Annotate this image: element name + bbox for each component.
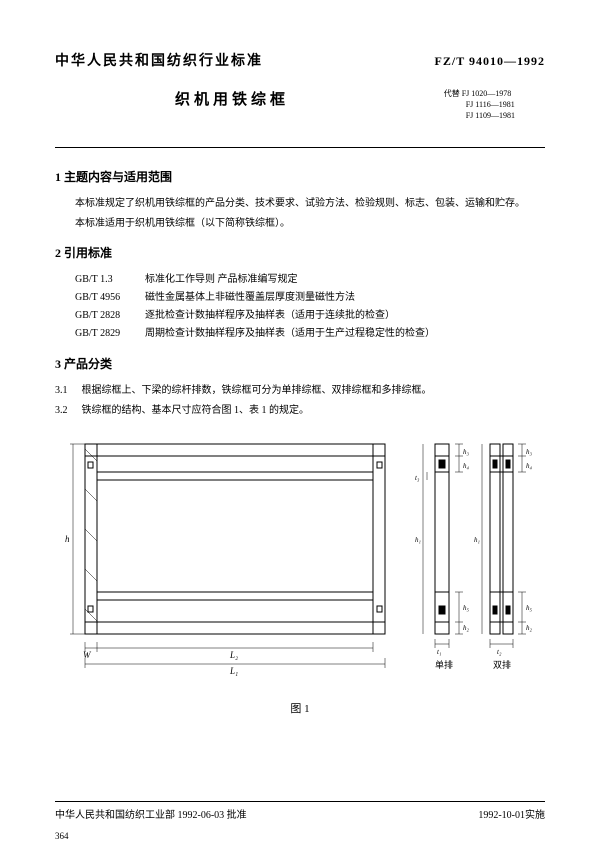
ref-item: GB/T 2828 逐批检查计数抽样程序及抽样表（适用于连续批的检查） xyxy=(75,307,545,325)
dim-h4: h₄ xyxy=(463,462,470,470)
dim-h2: h₂ xyxy=(463,624,470,632)
dim-t1: t₁ xyxy=(437,648,441,656)
section-3-item-2: 3.2 铁综框的结构、基本尺寸应符合图 1、表 1 的规定。 xyxy=(55,402,545,419)
dim-t2: t₂ xyxy=(497,648,502,656)
figure-1: h W L₂ L₁ xyxy=(55,434,545,716)
document-subtitle: 织机用铁综框 xyxy=(175,88,289,109)
ref-item: GB/T 4956 磁性金属基体上非磁性覆盖层厚度测量磁性方法 xyxy=(75,289,545,307)
ref-item: GB/T 1.3 标准化工作导则 产品标准编写规定 xyxy=(75,271,545,289)
ref-code: GB/T 1.3 xyxy=(75,271,145,289)
label-double: 双排 xyxy=(493,659,511,670)
main-title: 中华人民共和国纺织行业标准 xyxy=(55,50,263,70)
replace-code-1: FJ 1020—1978 xyxy=(462,89,512,98)
implement-text: 1992-10-01实施 xyxy=(478,806,545,821)
dim-t3: t₃ xyxy=(415,474,420,482)
replacement-info: 代替 FJ 1020—1978 FJ 1116—1981 FJ 1109—198… xyxy=(444,88,515,122)
item-number: 3.2 xyxy=(55,402,79,419)
reference-list: GB/T 1.3 标准化工作导则 产品标准编写规定 GB/T 4956 磁性金属… xyxy=(55,271,545,343)
ref-title: 逐批检查计数抽样程序及抽样表（适用于连续批的检查） xyxy=(145,307,395,325)
dim-h3: h₃ xyxy=(463,448,470,456)
ref-code: GB/T 4956 xyxy=(75,289,145,307)
section-1-p2: 本标准适用于织机用铁综框（以下简称铁综框）。 xyxy=(55,215,545,232)
ref-title: 磁性金属基体上非磁性覆盖层厚度测量磁性方法 xyxy=(145,289,355,307)
replace-code-3: FJ 1109—1981 xyxy=(466,111,515,120)
approval-text: 中华人民共和国纺织工业部 1992-06-03 批准 xyxy=(55,806,247,821)
standard-code: FZ/T 94010—1992 xyxy=(435,54,545,69)
dim-l2: L₂ xyxy=(229,650,238,660)
page-number: 364 xyxy=(55,831,69,841)
footer-bar: 中华人民共和国纺织工业部 1992-06-03 批准 1992-10-01实施 xyxy=(55,801,545,821)
section-3-heading: 3 产品分类 xyxy=(55,355,545,372)
ref-item: GB/T 2829 周期检查计数抽样程序及抽样表（适用于生产过程稳定性的检查） xyxy=(75,325,545,343)
dim-l1: L₁ xyxy=(229,666,238,676)
dim-h1-2: h₁ xyxy=(474,536,480,544)
item-number: 3.1 xyxy=(55,382,79,399)
section-3-item-1: 3.1 根据综框上、下梁的综杆排数，铁综框可分为单排综框、双排综框和多排综框。 xyxy=(55,382,545,399)
item-text: 铁综框的结构、基本尺寸应符合图 1、表 1 的规定。 xyxy=(82,405,310,416)
item-text: 根据综框上、下梁的综杆排数，铁综框可分为单排综框、双排综框和多排综框。 xyxy=(82,385,432,396)
ref-code: GB/T 2828 xyxy=(75,307,145,325)
ref-code: GB/T 2829 xyxy=(75,325,145,343)
section-2-heading: 2 引用标准 xyxy=(55,244,545,261)
ref-title: 标准化工作导则 产品标准编写规定 xyxy=(145,271,298,289)
dim-h4-2: h₄ xyxy=(526,462,533,470)
dim-h5: h₅ xyxy=(463,604,470,612)
replace-label: 代替 xyxy=(444,89,460,98)
replace-code-2: FJ 1116—1981 xyxy=(466,100,515,109)
dim-w: W xyxy=(83,650,92,660)
ref-title: 周期检查计数抽样程序及抽样表（适用于生产过程稳定性的检查） xyxy=(145,325,435,343)
dim-h1: h₁ xyxy=(415,536,421,544)
section-1-heading: 1 主题内容与适用范围 xyxy=(55,168,545,185)
dim-h5-2: h₅ xyxy=(526,604,533,612)
figure-caption: 图 1 xyxy=(55,700,545,716)
dim-h: h xyxy=(65,534,70,544)
technical-diagram: h W L₂ L₁ xyxy=(55,434,545,689)
section-1-p1: 本标准规定了织机用铁综框的产品分类、技术要求、试验方法、检验规则、标志、包装、运… xyxy=(55,195,545,212)
dim-h2-2: h₂ xyxy=(526,624,533,632)
header-divider xyxy=(55,147,545,148)
label-single: 单排 xyxy=(435,659,453,670)
dim-h3-2: h₃ xyxy=(526,448,533,456)
